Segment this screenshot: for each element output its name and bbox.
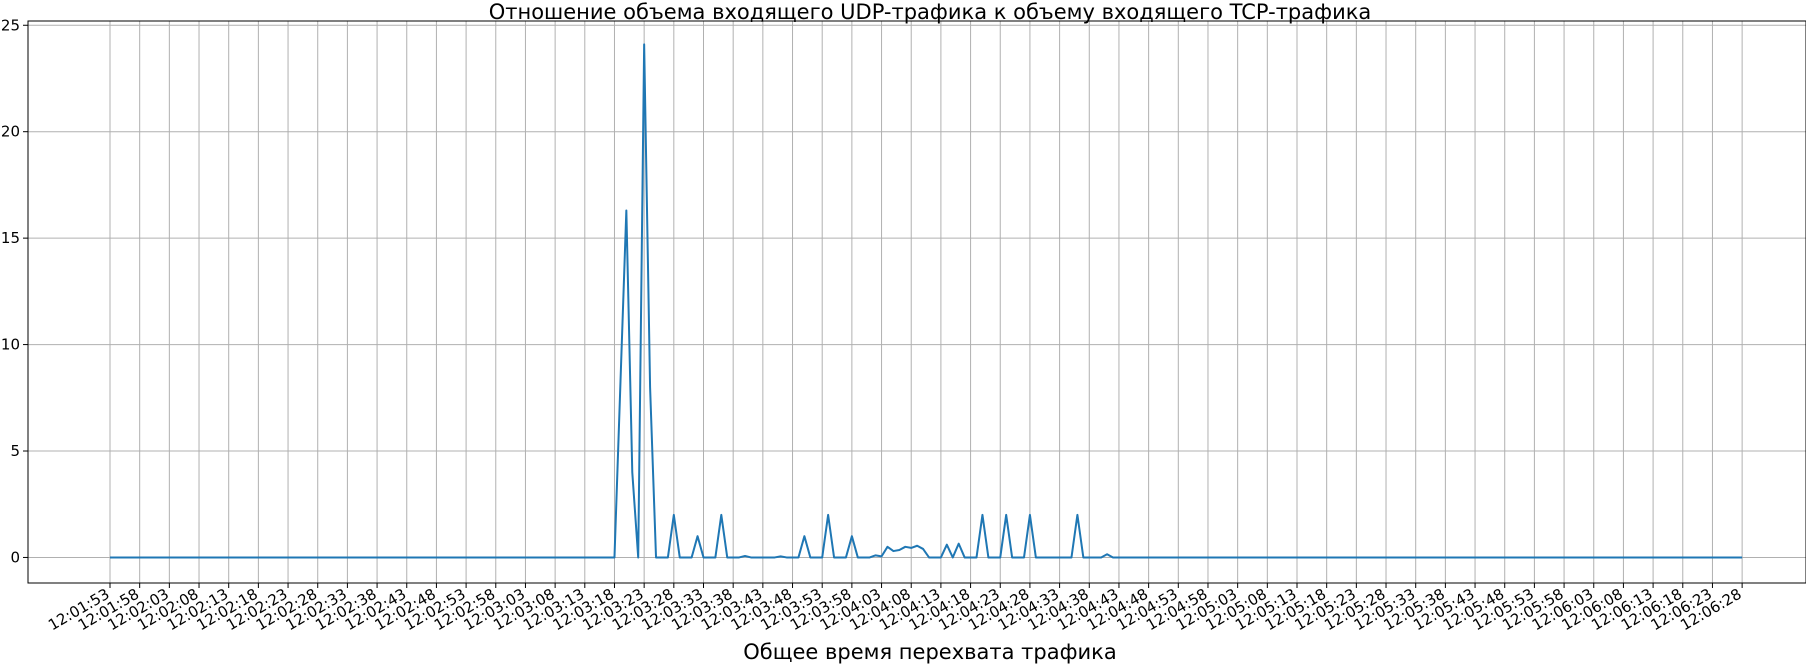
y-tick-label: 0 xyxy=(10,548,20,566)
y-axis-ticks: 0 5 10 15 20 25 xyxy=(1,16,28,566)
y-tick-label: 5 xyxy=(10,442,20,460)
chart-title: Отношение объема входящего UDP-трафика к… xyxy=(489,0,1372,24)
grid-lines xyxy=(28,21,1806,583)
y-tick-label: 15 xyxy=(1,229,20,247)
plot-frame xyxy=(27,20,1806,584)
x-axis-ticks: 12:01:5312:01:5812:02:0312:02:0812:02:13… xyxy=(45,583,1745,634)
y-tick-label: 25 xyxy=(1,16,20,34)
y-tick-label: 10 xyxy=(1,336,20,354)
y-tick-label: 20 xyxy=(1,123,20,141)
x-axis-label: Общее время перехвата трафика xyxy=(743,640,1117,664)
series-layer xyxy=(110,43,1743,559)
series-line xyxy=(110,43,1743,559)
